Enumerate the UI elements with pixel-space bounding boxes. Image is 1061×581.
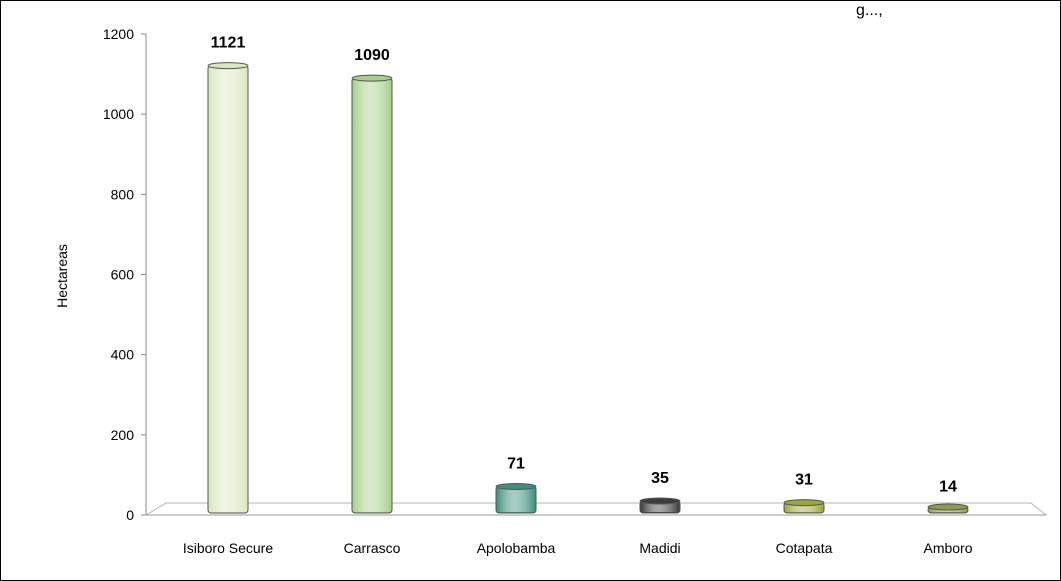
chart-floor [144,502,1048,516]
x-tick-label: Cotapata [776,540,833,556]
y-tick-label: 1200 [103,26,134,42]
axis-layer: 0 200 400 600 800 1000 1200 [103,26,147,523]
bar-cap [783,499,825,507]
y-axis-label: Hectareas [54,244,70,308]
x-tick-label: Apolobamba [477,540,556,556]
bar-highlight [497,487,535,512]
x-tick-label: Carrasco [344,540,401,556]
bar-cap [639,497,681,505]
data-label: 1090 [354,47,390,64]
bar-cap [207,62,249,70]
data-label: 31 [795,472,813,489]
bar-highlight [209,66,247,512]
y-tick-label: 400 [111,347,135,363]
y-tick-label: 0 [126,507,134,523]
labels-layer: 1121 Isiboro Secure 1090 Carrasco 71 Apolobam… [183,35,973,556]
chart-title-fragment: g..., [856,2,883,19]
y-tick-label: 800 [111,186,135,202]
data-label: 14 [939,478,957,495]
y-tick-label: 1000 [103,106,134,122]
bar-cap [927,503,969,511]
x-tick-label: Amboro [923,540,972,556]
floor-plane [144,502,1048,516]
bar-highlight [641,501,679,512]
bars-layer [207,62,969,514]
data-label: 35 [651,470,669,487]
bar-highlight [353,79,391,512]
bar-cap [495,483,537,491]
x-tick-label: Isiboro Secure [183,540,273,556]
bar-cap [351,74,393,82]
data-label: 71 [507,456,525,473]
data-label: 1121 [211,35,246,52]
y-tick-label: 600 [111,267,135,283]
bar-highlight [785,503,823,512]
x-tick-label: Madidi [639,540,680,556]
y-tick-label: 200 [111,427,135,443]
